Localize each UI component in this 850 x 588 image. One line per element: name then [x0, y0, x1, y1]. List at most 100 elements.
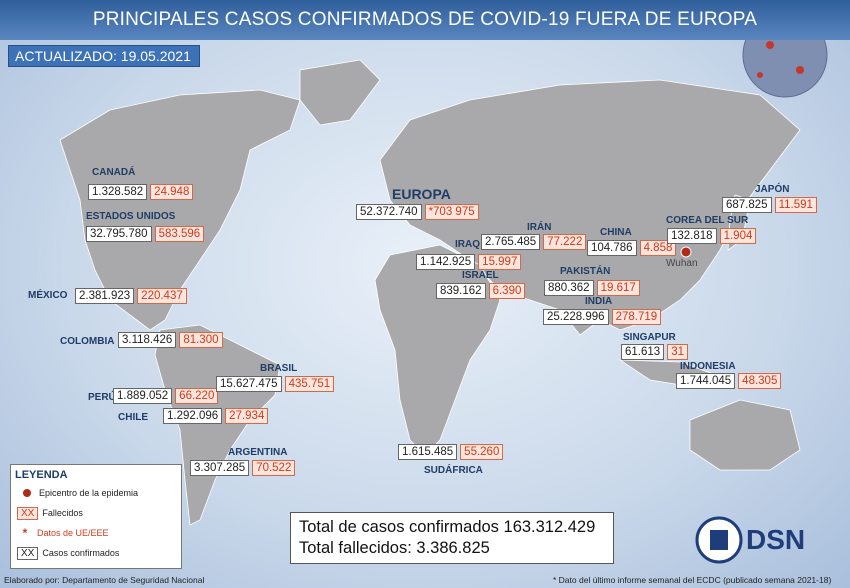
- deaths-box: 55.260: [460, 444, 504, 460]
- deaths-box: 66.220: [175, 388, 219, 404]
- legend-item: XX Casos confirmados: [11, 543, 181, 563]
- country-figures: 2.381.923 220.437: [75, 288, 187, 304]
- country-figures: 880.362 19.617: [544, 280, 640, 296]
- country-name: ARGENTINA: [228, 447, 288, 458]
- country-figures: 32.795.780 583.596: [86, 226, 205, 242]
- country-name: MÉXICO: [28, 290, 68, 301]
- deaths-box: 583.596: [154, 226, 205, 242]
- country-name: ISRAEL: [462, 270, 499, 281]
- deaths-box: 77.222: [543, 234, 587, 250]
- deaths-box: 15.997: [478, 254, 522, 270]
- confirmed-box: 104.786: [587, 240, 637, 256]
- confirmed-box: 61.613: [621, 344, 665, 360]
- legend-label: Fallecidos: [42, 508, 83, 518]
- legend-label: Epicentro de la epidemia: [39, 488, 139, 498]
- confirmed-box: 25.228.996: [543, 309, 609, 325]
- deaths-box: 4.858: [639, 240, 677, 256]
- country-figures: 1.889.052 66.220: [113, 388, 219, 404]
- north-america: [59, 89, 301, 331]
- confirmed-box: 2.381.923: [75, 288, 135, 304]
- confirmed-box: 52.372.740: [356, 204, 422, 220]
- country-figures: 1.744.045 48.305: [676, 373, 782, 389]
- confirmed-box: 132.818: [667, 228, 717, 244]
- seal-shield: [710, 530, 728, 550]
- totals: Total de casos confirmados 163.312.429 T…: [290, 512, 614, 564]
- confirmed-box: 839.162: [436, 283, 486, 299]
- country-name: IRÁN: [527, 222, 552, 233]
- country-figures: 52.372.740 *703 975: [356, 204, 479, 220]
- footer-note: * Dato del último informe semanal del EC…: [553, 575, 832, 585]
- deaths-box: 1.904: [719, 228, 757, 244]
- country-name: BRASIL: [260, 363, 298, 374]
- confirmed-box: 880.362: [544, 280, 594, 296]
- legend-title: LEYENDA: [15, 469, 68, 481]
- confirmed-box: 1.142.925: [416, 254, 476, 270]
- virus-spike: [766, 41, 774, 49]
- country-name: ESTADOS UNIDOS: [86, 211, 176, 222]
- country-name: CHILE: [118, 412, 148, 423]
- total-confirmed: Total de casos confirmados 163.312.429: [299, 518, 596, 536]
- country-name: PERÚ: [88, 392, 116, 403]
- confirmed-box: 1.889.052: [113, 388, 173, 404]
- country-figures: 25.228.996 278.719: [543, 309, 662, 325]
- deaths-box: 48.305: [738, 373, 782, 389]
- country-figures: 839.162 6.390: [436, 283, 526, 299]
- epicenter-label: Wuhan: [666, 258, 698, 269]
- legend-label: Datos de UE/EEE: [37, 528, 109, 538]
- country-figures: 1.615.485 55.260: [398, 444, 504, 460]
- deaths-box: 81.300: [179, 332, 223, 348]
- confirmed-box: 1.292.096: [163, 408, 223, 424]
- country-name: INDONESIA: [680, 361, 736, 372]
- deaths-box: 6.390: [488, 283, 526, 299]
- country-name: JAPÓN: [755, 184, 790, 195]
- country-name: EUROPA: [392, 186, 451, 202]
- legend: LEYENDA Epicentro de la epidemia XX Fallec…: [10, 464, 182, 569]
- confirmed-box: 1.744.045: [676, 373, 736, 389]
- country-name: INDIA: [585, 296, 613, 307]
- deaths-box: *703 975: [424, 204, 479, 220]
- continents: [59, 59, 801, 526]
- deaths-box: 19.617: [596, 280, 640, 296]
- country-figures: 2.765.485 77.222: [481, 234, 587, 250]
- deaths-box: 278.719: [611, 309, 662, 325]
- confirmed-box: 32.795.780: [86, 226, 152, 242]
- logo: DSN: [746, 524, 806, 555]
- confirmed-box: 3.118.426: [118, 332, 177, 348]
- legend-label: Casos confirmados: [42, 548, 120, 558]
- deaths-box: 27.934: [225, 408, 269, 424]
- country-name: COREA DEL SUR: [666, 215, 749, 226]
- country-figures: 687.825 11.591: [722, 197, 817, 213]
- dsn-seal: [695, 516, 743, 564]
- country-name: CANADÁ: [92, 167, 136, 178]
- deaths-box: 435.751: [284, 376, 335, 392]
- country-figures: 1.142.925 15.997: [416, 254, 522, 270]
- country-figures: 132.818 1.904: [667, 228, 757, 244]
- country-name: COLOMBIA: [60, 336, 115, 347]
- country-figures: 61.613 31: [621, 344, 688, 360]
- country-figures: 3.307.285 70.522: [190, 460, 296, 476]
- country-name: SUDÁFRICA: [424, 465, 483, 476]
- country-figures: 104.786 4.858: [587, 240, 677, 256]
- confirmed-box: 15.627.475: [216, 376, 282, 392]
- deaths-box: 11.591: [774, 197, 817, 213]
- updated: ACTUALIZADO: 19.05.2021: [8, 45, 200, 67]
- country-figures: 1.292.096 27.934: [163, 408, 269, 424]
- virus-spike: [796, 66, 804, 74]
- updated-label: ACTUALIZADO:: [15, 48, 117, 64]
- legend-symbol: XX: [17, 546, 39, 560]
- title: PRINCIPALES CASOS CONFIRMADOS DE COVID-1…: [0, 0, 850, 40]
- legend-symbol: [23, 489, 31, 497]
- country-name: IRAQ: [455, 239, 480, 250]
- deaths-box: 31: [667, 344, 688, 360]
- epicenter-marker: [680, 246, 692, 258]
- legend-item: XX Fallecidos: [11, 503, 181, 523]
- legend-symbol: *: [22, 526, 28, 540]
- country-name: CHINA: [600, 227, 632, 238]
- country-figures: 15.627.475 435.751: [216, 376, 335, 392]
- legend-symbol: XX: [17, 506, 39, 520]
- deaths-box: 220.437: [137, 288, 187, 304]
- legend-item: * Datos de UE/EEE: [11, 523, 181, 543]
- deaths-box: 24.948: [150, 184, 194, 200]
- virus-spike: [757, 72, 763, 78]
